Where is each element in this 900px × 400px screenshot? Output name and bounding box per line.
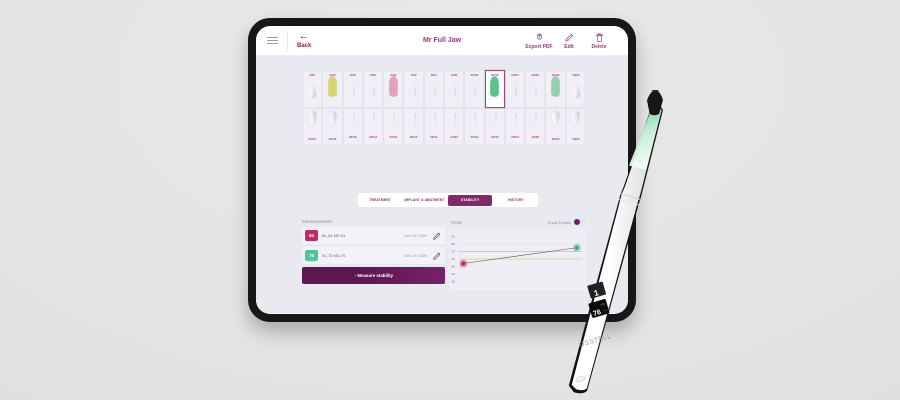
svg-text:70: 70 xyxy=(452,249,456,253)
svg-text:40: 40 xyxy=(452,272,456,276)
svg-text:50: 50 xyxy=(452,265,456,269)
svg-text:60: 60 xyxy=(452,257,456,261)
svg-text:30: 30 xyxy=(452,280,456,284)
svg-text:80: 80 xyxy=(452,242,456,246)
svg-text:90: 90 xyxy=(452,234,456,238)
